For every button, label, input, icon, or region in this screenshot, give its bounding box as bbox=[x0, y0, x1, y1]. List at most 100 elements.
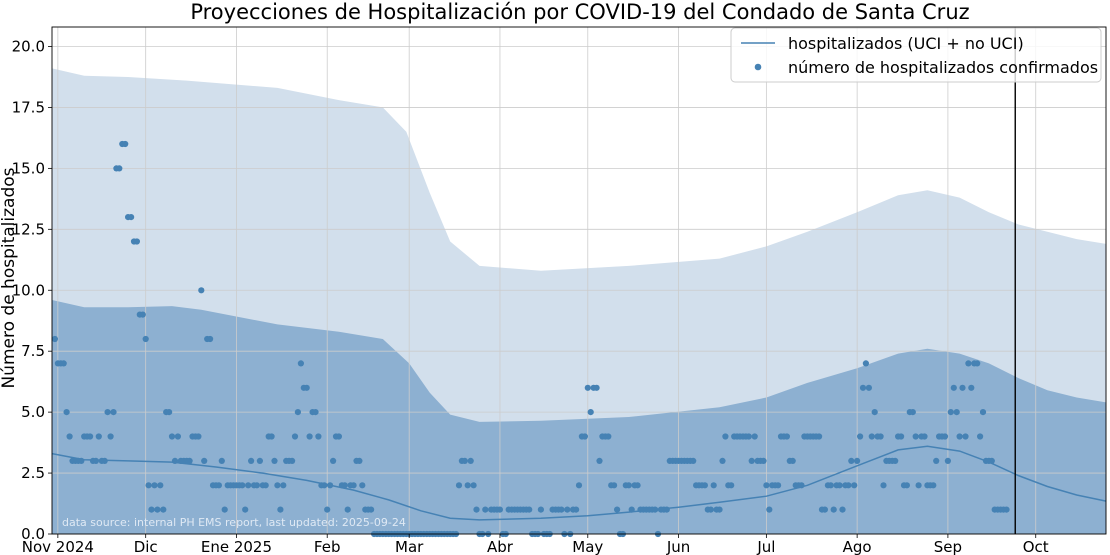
data-point bbox=[827, 482, 834, 489]
data-point bbox=[467, 457, 474, 464]
legend-point-swatch bbox=[754, 63, 762, 71]
data-point bbox=[857, 433, 864, 440]
data-point bbox=[953, 409, 960, 416]
data-point bbox=[341, 482, 348, 489]
data-point bbox=[359, 482, 366, 489]
data-point bbox=[482, 506, 489, 513]
data-point bbox=[956, 433, 963, 440]
data-point bbox=[652, 506, 659, 513]
data-point bbox=[60, 360, 67, 367]
data-point bbox=[262, 482, 269, 489]
data-point bbox=[87, 433, 94, 440]
x-tick-label: Jul bbox=[756, 538, 775, 555]
projection-line-group bbox=[51, 445, 1107, 521]
y-tick-label: 5.0 bbox=[21, 403, 45, 421]
data-point bbox=[871, 409, 878, 416]
y-tick-label: 20.0 bbox=[12, 38, 45, 56]
data-point bbox=[78, 457, 85, 464]
data-point bbox=[760, 457, 767, 464]
x-tick-label: Ago bbox=[843, 538, 872, 555]
data-point bbox=[455, 482, 463, 489]
x-tick-label: Oct bbox=[1023, 538, 1049, 555]
axes-frame bbox=[51, 26, 1107, 535]
data-point bbox=[909, 409, 916, 416]
data-point bbox=[716, 506, 723, 513]
x-tick-label: Ene 2025 bbox=[201, 538, 272, 555]
data-point bbox=[291, 433, 299, 440]
data-point bbox=[898, 433, 905, 440]
source-annotation: data source: internal PH EMS report, las… bbox=[62, 516, 406, 529]
axis-ticks: 0.0 2.5 5.0 7.5 10.0 12.5 15.0 17.5 20.0 Nov 2024… bbox=[12, 38, 1049, 555]
data-point bbox=[151, 482, 158, 489]
data-point bbox=[245, 482, 252, 489]
data-point bbox=[848, 457, 855, 464]
data-point bbox=[350, 482, 357, 489]
data-point bbox=[294, 409, 301, 416]
data-point bbox=[128, 214, 135, 221]
data-point bbox=[830, 506, 837, 513]
data-point bbox=[892, 457, 899, 464]
data-point bbox=[950, 384, 957, 391]
data-point bbox=[473, 506, 480, 513]
data-point bbox=[104, 409, 111, 416]
data-point bbox=[766, 506, 773, 513]
data-point bbox=[628, 506, 635, 513]
data-point bbox=[701, 482, 709, 489]
projection-line bbox=[51, 445, 1107, 521]
data-point bbox=[154, 506, 161, 513]
data-point bbox=[593, 384, 600, 391]
data-point bbox=[330, 457, 337, 464]
data-point bbox=[280, 482, 287, 489]
data-point bbox=[625, 482, 632, 489]
data-point bbox=[614, 506, 621, 513]
data-point bbox=[133, 238, 140, 245]
data-point bbox=[783, 433, 791, 440]
data-point bbox=[851, 482, 858, 489]
data-point bbox=[289, 457, 296, 464]
y-tick-label: 15.0 bbox=[12, 159, 45, 177]
data-point bbox=[253, 482, 260, 489]
data-point bbox=[859, 384, 867, 391]
data-point bbox=[763, 482, 770, 489]
data-point bbox=[611, 482, 618, 489]
chart-title: Proyecciones de Hospitalización por COVI… bbox=[190, 0, 969, 24]
data-point bbox=[122, 140, 129, 148]
data-point bbox=[139, 311, 146, 318]
data-point bbox=[368, 506, 375, 513]
data-point bbox=[979, 409, 987, 416]
data-point bbox=[195, 433, 202, 440]
data-point bbox=[198, 287, 205, 294]
data-point bbox=[584, 384, 591, 391]
data-point bbox=[92, 457, 99, 464]
x-tick-label: Mar bbox=[395, 538, 424, 555]
data-point bbox=[854, 457, 861, 464]
data-point bbox=[207, 335, 214, 343]
y-tick-label: 7.5 bbox=[21, 342, 45, 360]
data-point bbox=[464, 482, 471, 489]
data-point bbox=[335, 433, 342, 440]
data-point bbox=[575, 482, 583, 489]
data-point bbox=[634, 482, 641, 489]
data-point bbox=[836, 482, 843, 489]
data-point bbox=[775, 482, 782, 489]
data-point bbox=[798, 482, 805, 489]
data-point bbox=[941, 433, 949, 440]
data-point bbox=[312, 409, 319, 416]
data-point bbox=[974, 360, 981, 367]
y-tick-label: 17.5 bbox=[12, 98, 45, 116]
data-point bbox=[344, 506, 351, 513]
data-point bbox=[947, 409, 954, 416]
data-point bbox=[722, 433, 729, 440]
data-point bbox=[356, 457, 363, 464]
data-point bbox=[839, 506, 846, 513]
data-point bbox=[271, 457, 278, 464]
data-point bbox=[274, 482, 281, 489]
data-point bbox=[710, 482, 717, 489]
data-point bbox=[277, 506, 284, 513]
data-point bbox=[587, 409, 594, 416]
data-point bbox=[218, 457, 225, 464]
data-point bbox=[921, 433, 928, 440]
data-point bbox=[968, 384, 975, 391]
data-point bbox=[321, 482, 328, 489]
data-point bbox=[66, 433, 73, 440]
